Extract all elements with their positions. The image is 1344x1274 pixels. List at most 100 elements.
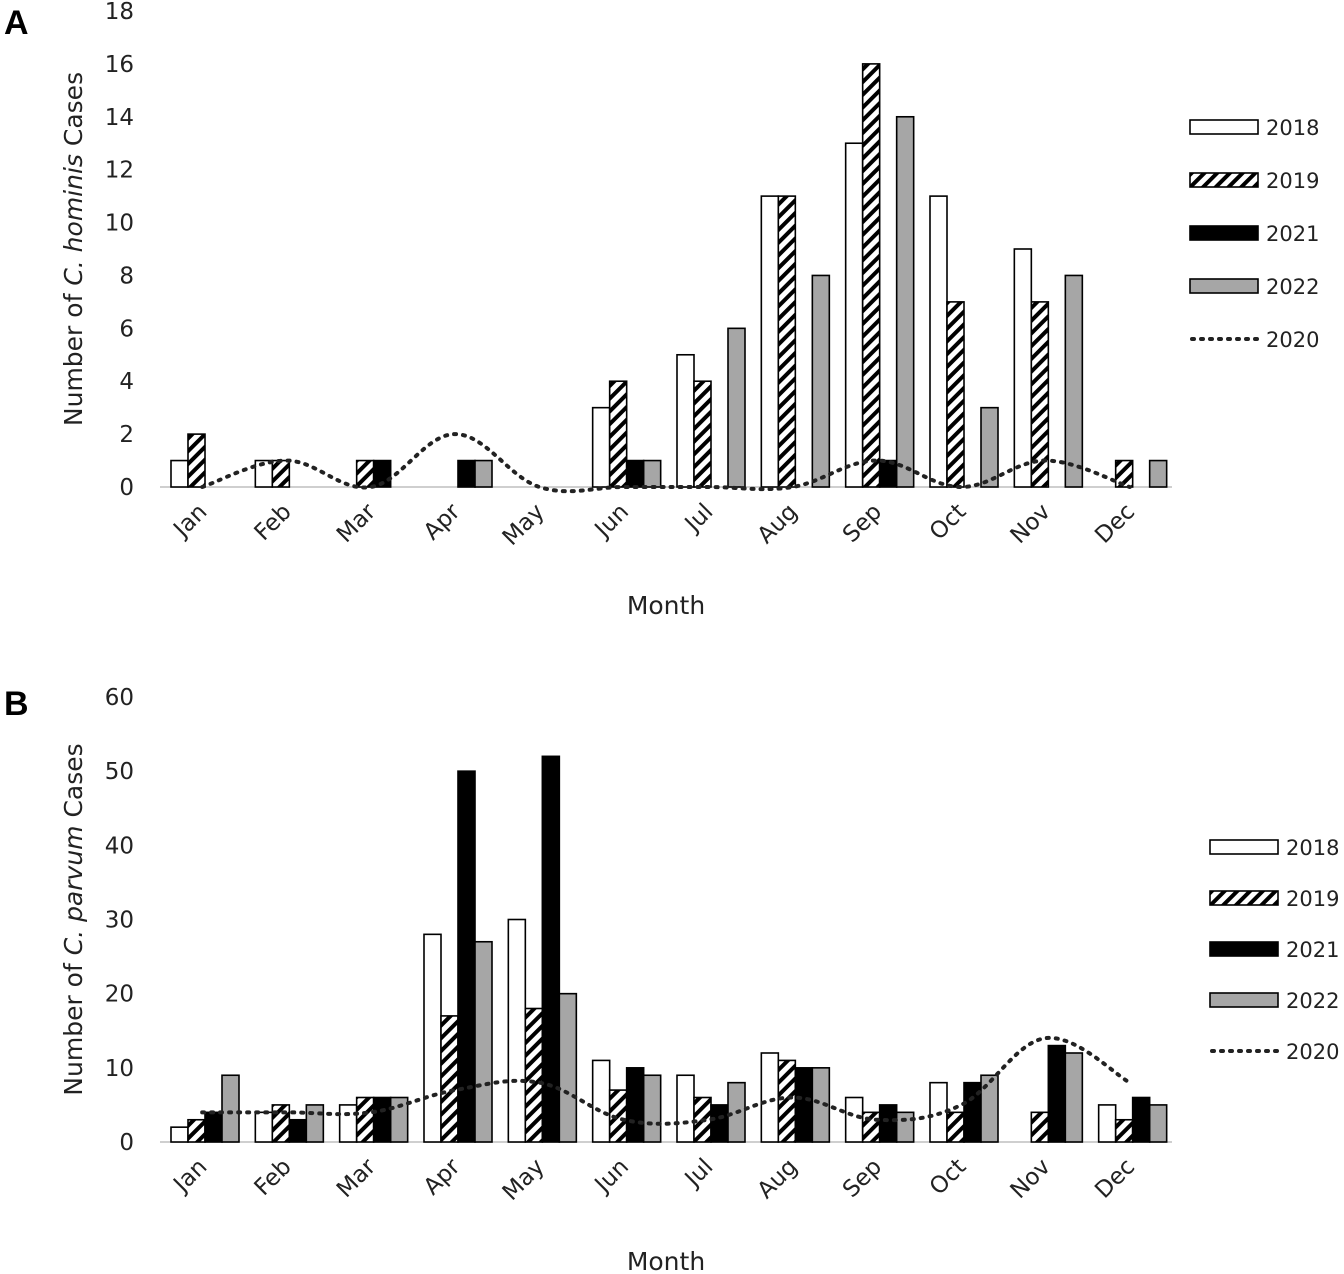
- legend-label-2022: 2022: [1286, 989, 1339, 1013]
- y-tick-label: 60: [105, 685, 134, 711]
- x-tick-label-may: May: [498, 1154, 550, 1206]
- x-tick-label-jan: Jan: [168, 499, 213, 544]
- bar-2022-jun: [642, 1074, 662, 1143]
- bar-2019-aug: [777, 1059, 797, 1143]
- x-tick-label-mar: Mar: [332, 498, 381, 547]
- y-tick-label: 18: [105, 0, 134, 25]
- bar-2021-nov: [1047, 1044, 1067, 1143]
- bar-2019-oct: [946, 1111, 965, 1143]
- bar-2019-nov: [1030, 301, 1050, 488]
- bar-2022-dec: [1148, 459, 1168, 488]
- bar-2022-oct: [980, 406, 999, 488]
- chart-a-legend: 2018 2019 2021 2022 2020: [1189, 116, 1319, 352]
- y-tick-label: 50: [105, 759, 134, 785]
- bar-2021-sep: [878, 1104, 898, 1143]
- bar-2022-nov: [1064, 1052, 1084, 1143]
- y-axis-title-part: Cases: [59, 743, 88, 825]
- y-tick-label: 2: [119, 422, 134, 448]
- chart-b-legend: 2018 2019 2021 2022 2020: [1209, 836, 1339, 1064]
- bar-2019-sep: [861, 1111, 881, 1143]
- y-tick-label: 8: [119, 263, 134, 289]
- y-tick-label: 6: [119, 316, 134, 342]
- bar-2018-may: [507, 918, 527, 1143]
- x-tick-label-apr: Apr: [419, 1153, 466, 1200]
- bar-2022-aug: [811, 274, 831, 488]
- bar-2019-jan: [187, 1118, 206, 1143]
- bar-2018-sep: [844, 142, 864, 488]
- bar-2021-apr: [457, 459, 476, 488]
- x-axis-title: Month: [627, 1247, 705, 1274]
- x-tick-label-oct: Oct: [925, 499, 972, 546]
- legend-swatch-2019: [1189, 172, 1259, 188]
- legend-label-2019: 2019: [1286, 887, 1339, 911]
- bar-2018-jul: [676, 1074, 695, 1143]
- bar-2019-apr: [440, 1015, 459, 1143]
- bar-2022-apr: [474, 459, 493, 488]
- chart-a-plot: 0 2 4 6 8 10 12 14 16 18 Jan Feb Mar Apr May Jun Jul Aug S…: [59, 0, 1172, 620]
- legend-label-2019: 2019: [1266, 169, 1319, 193]
- bar-2022-sep: [895, 1111, 915, 1143]
- bar-2018-aug: [760, 1052, 780, 1143]
- bar-2019-jan: [187, 433, 206, 488]
- legend-label-2018: 2018: [1286, 836, 1339, 860]
- bar-2022-jun: [642, 459, 662, 488]
- x-tick-label-feb: Feb: [250, 499, 297, 546]
- bar-2022-feb: [305, 1104, 325, 1143]
- x-tick-label-oct: Oct: [925, 1154, 972, 1201]
- panel-b: B 0 10 20 30 40 50 60 Jan Feb Mar Apr May Jun Jul Aug S…: [4, 685, 1339, 1274]
- bar-2022-oct: [980, 1074, 999, 1143]
- y-tick-label: 12: [105, 158, 134, 184]
- y-axis-title-part: Number of: [59, 286, 88, 426]
- bar-2021-mar: [372, 1096, 392, 1143]
- x-axis-title: Month: [627, 591, 705, 620]
- bar-2021-jul: [710, 1104, 729, 1143]
- bar-2022-jan: [221, 1074, 240, 1143]
- line-series-2020: [200, 1036, 1132, 1126]
- legend-label-2021: 2021: [1286, 938, 1339, 962]
- bar-2021-aug: [794, 1067, 814, 1143]
- bar-2022-dec: [1148, 1104, 1168, 1143]
- y-axis-title: Number of C. parvum Cases: [59, 743, 88, 1095]
- y-tick-label: 14: [105, 105, 134, 131]
- x-tick-label-sep: Sep: [838, 1154, 887, 1203]
- bar-2018-dec: [1097, 1104, 1117, 1143]
- bar-2021-jun: [625, 459, 645, 488]
- legend-label-2021: 2021: [1266, 222, 1319, 246]
- bar-2021-sep: [878, 459, 898, 488]
- legend-label-2020: 2020: [1286, 1040, 1339, 1064]
- y-tick-label: 40: [105, 833, 134, 859]
- y-tick-label: 0: [119, 1130, 134, 1156]
- bar-2019-jul: [693, 380, 712, 488]
- x-tick-label-may: May: [498, 499, 550, 551]
- bar-2022-jul: [727, 327, 746, 488]
- bar-2018-jul: [676, 353, 695, 488]
- bar-2022-aug: [811, 1067, 831, 1143]
- x-tick-label-sep: Sep: [838, 499, 887, 548]
- bar-2021-jun: [625, 1067, 645, 1143]
- x-tick-label-jan: Jan: [168, 1154, 213, 1199]
- legend-swatch-2019: [1209, 890, 1279, 906]
- y-tick-label: 16: [105, 52, 134, 78]
- legend-label-2022: 2022: [1266, 275, 1319, 299]
- x-tick-label-nov: Nov: [1006, 1154, 1056, 1204]
- bar-2019-mar: [355, 1096, 375, 1143]
- bar-2019-sep: [861, 63, 881, 488]
- x-tick-label-jul: Jul: [679, 499, 718, 538]
- bar-2018-sep: [844, 1096, 864, 1143]
- x-tick-label-apr: Apr: [419, 498, 466, 545]
- bar-2019-oct: [946, 301, 965, 488]
- bar-2019-aug: [777, 195, 797, 488]
- legend-swatch-2018: [1209, 839, 1279, 855]
- line-series-2020: [200, 432, 1132, 494]
- bar-2021-may: [541, 755, 561, 1143]
- chart-b-plot: 0 10 20 30 40 50 60 Jan Feb Mar Apr May Jun Jul Aug Sep…: [59, 685, 1172, 1274]
- bar-2018-mar: [338, 1104, 358, 1143]
- x-tick-label-mar: Mar: [332, 1153, 381, 1202]
- bar-2018-nov: [1013, 248, 1033, 488]
- y-axis-title: Number of C. hominis Cases: [59, 72, 88, 426]
- y-axis-title-part: Number of: [59, 955, 88, 1095]
- legend-swatch-2018: [1189, 119, 1259, 135]
- bar-2019-feb: [271, 459, 291, 488]
- x-tick-label-feb: Feb: [250, 1154, 297, 1201]
